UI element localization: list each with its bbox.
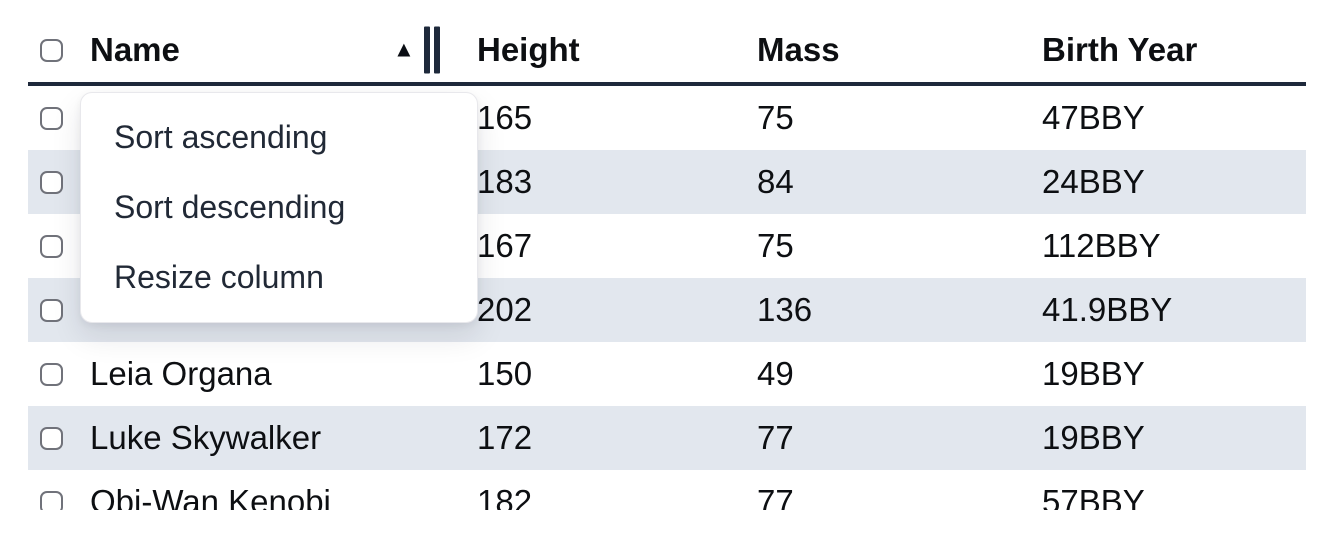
column-context-menu: Sort ascending Sort descending Resize co… <box>80 92 478 323</box>
cell-mass: 75 <box>757 99 794 136</box>
cell-height: 150 <box>477 355 533 392</box>
table-row[interactable]: Luke Skywalker 172 77 19BBY <box>28 406 1306 470</box>
cell-name: Luke Skywalker <box>90 419 322 456</box>
column-resize-handle[interactable] <box>424 26 440 74</box>
row-checkbox[interactable] <box>40 490 63 510</box>
table-row[interactable]: 167 75 112BBY <box>28 214 1306 278</box>
resize-bar-icon <box>434 26 440 74</box>
menu-item-resize-column[interactable]: Resize column <box>114 259 324 296</box>
cell-height: 165 <box>477 99 533 136</box>
resize-bar-icon <box>424 26 430 74</box>
select-all-cell <box>28 18 90 82</box>
row-checkbox[interactable] <box>40 170 63 194</box>
cell-birth-year: 57BBY <box>1042 483 1145 510</box>
cell-mass: 49 <box>757 355 794 392</box>
cell-height: 172 <box>477 419 533 456</box>
cell-birth-year: 19BBY <box>1042 419 1145 456</box>
row-checkbox[interactable] <box>40 234 63 258</box>
column-header-name[interactable]: Name ▲ <box>90 18 477 82</box>
row-checkbox[interactable] <box>40 298 63 322</box>
row-checkbox[interactable] <box>40 426 63 450</box>
row-checkbox[interactable] <box>40 106 63 130</box>
table-row[interactable]: 165 75 47BBY <box>28 86 1306 150</box>
column-header-name-label: Name <box>90 31 180 68</box>
menu-item-sort-ascending[interactable]: Sort ascending <box>114 118 328 155</box>
cell-mass: 84 <box>757 163 794 200</box>
cell-mass: 77 <box>757 483 794 510</box>
table-row[interactable]: Obi-Wan Kenobi 182 77 57BBY <box>28 470 1306 510</box>
cell-height: 167 <box>477 227 533 264</box>
cell-name: Obi-Wan Kenobi <box>90 483 331 510</box>
cell-height: 183 <box>477 163 533 200</box>
table-row[interactable]: Leia Organa 150 49 19BBY <box>28 342 1306 406</box>
column-header-height[interactable]: Height <box>477 31 580 68</box>
column-header-birth-year[interactable]: Birth Year <box>1042 31 1198 68</box>
cell-name: Leia Organa <box>90 355 272 392</box>
cell-mass: 136 <box>757 291 813 328</box>
menu-item-sort-descending[interactable]: Sort descending <box>114 188 346 225</box>
cell-birth-year: 24BBY <box>1042 163 1145 200</box>
cell-mass: 75 <box>757 227 794 264</box>
cell-mass: 77 <box>757 419 794 456</box>
table-header-row: Name ▲ Height Mass Birth Year <box>28 0 1306 86</box>
cell-birth-year: 112BBY <box>1042 227 1161 264</box>
cell-birth-year: 41.9BBY <box>1042 291 1173 328</box>
cell-height: 182 <box>477 483 533 510</box>
column-header-mass[interactable]: Mass <box>757 31 840 68</box>
sort-ascending-icon: ▲ <box>393 36 415 62</box>
row-checkbox[interactable] <box>40 362 63 386</box>
cell-birth-year: 47BBY <box>1042 99 1145 136</box>
cell-height: 202 <box>477 291 533 328</box>
cell-birth-year: 19BBY <box>1042 355 1145 392</box>
select-all-checkbox[interactable] <box>40 38 63 62</box>
